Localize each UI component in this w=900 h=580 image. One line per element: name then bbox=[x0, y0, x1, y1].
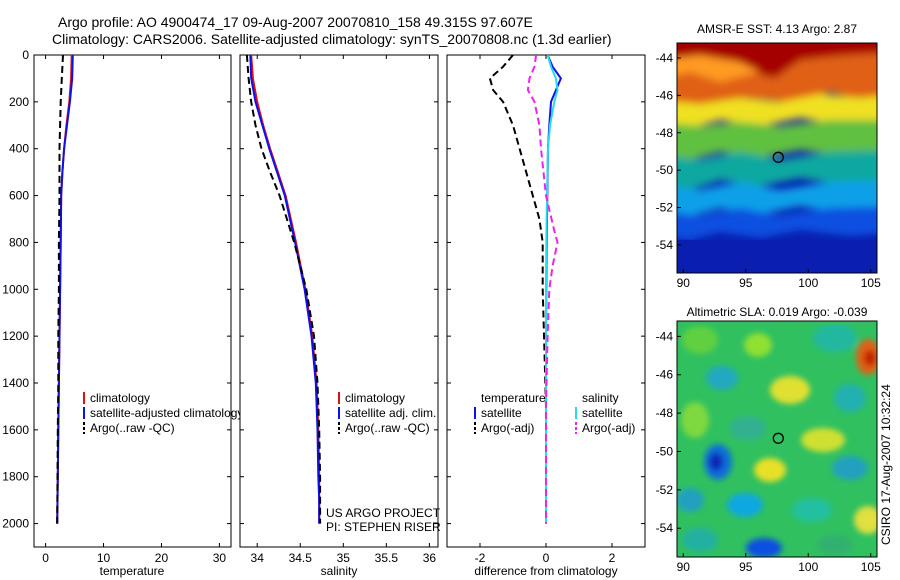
project-credit: US ARGO PROJECT bbox=[326, 506, 441, 520]
x-tick-label: 30 bbox=[213, 551, 227, 565]
legend-label-climatology: climatology bbox=[90, 391, 150, 405]
legend-label-argo: Argo(..raw -QC) bbox=[345, 421, 430, 435]
difference-xlabel: difference from climatology bbox=[474, 564, 617, 578]
sst-map-frame bbox=[676, 42, 878, 274]
y-tick-label: 1000 bbox=[2, 282, 29, 296]
legend-group-salinity: salinity bbox=[582, 391, 619, 405]
legend-label-sal-satellite: satellite bbox=[582, 406, 623, 420]
sla-map-frame bbox=[676, 320, 878, 558]
salinity-axes-frame bbox=[239, 54, 439, 548]
map-y-tick-label: -44 bbox=[656, 51, 674, 65]
temperature-axes-frame bbox=[33, 54, 232, 548]
legend-label-argo: Argo(..raw -QC) bbox=[90, 421, 175, 435]
x-tick-label: 2 bbox=[609, 551, 616, 565]
map-x-tick-label: 95 bbox=[739, 560, 753, 574]
sla-map-title: Altimetric SLA: 0.019 Argo: -0.039 bbox=[687, 305, 868, 319]
legend-label-climatology: climatology bbox=[345, 391, 405, 405]
legend-group-temperature: temperature bbox=[481, 391, 546, 405]
map-x-tick-label: 95 bbox=[739, 276, 753, 290]
salinity-series bbox=[245, 55, 322, 524]
map-x-tick-label: 100 bbox=[798, 560, 818, 574]
series-line-argo-raw-qc bbox=[245, 55, 322, 524]
sst-map-title: AMSR-E SST: 4.13 Argo: 2.87 bbox=[697, 22, 857, 36]
salinity-legend: climatology satellite adj. clim. Argo(..… bbox=[338, 391, 436, 435]
legend-label-sal-argo: Argo(-adj) bbox=[582, 421, 635, 435]
temperature-ticks: 0 10 20 30 0 200 400 600 800 1000 1200 1400 1600 1800… bbox=[2, 48, 231, 565]
figure-title-line1: Argo profile: AO 4900474_17 09-Aug-2007 … bbox=[58, 14, 533, 30]
map-y-tick-label: -46 bbox=[656, 88, 674, 102]
x-tick-label: -2 bbox=[475, 551, 486, 565]
y-tick-label: 0 bbox=[22, 48, 29, 62]
series-line-satellite-adjusted-climatology bbox=[56, 55, 74, 524]
y-tick-label: 1200 bbox=[2, 329, 29, 343]
sla-heatmap bbox=[677, 321, 877, 557]
difference-series bbox=[488, 55, 563, 524]
map-x-tick-label: 90 bbox=[677, 276, 691, 290]
y-tick-label: 1400 bbox=[2, 376, 29, 390]
y-tick-label: 400 bbox=[9, 142, 29, 156]
map-y-tick-label: -48 bbox=[656, 406, 674, 420]
y-tick-label: 600 bbox=[9, 189, 29, 203]
legend-label-satellite: satellite adj. clim. bbox=[345, 406, 436, 420]
map-y-tick-label: -50 bbox=[656, 163, 674, 177]
map-y-tick-label: -54 bbox=[656, 521, 674, 535]
salinity-xlabel: salinity bbox=[321, 564, 358, 578]
map-y-tick-label: -50 bbox=[656, 444, 674, 458]
y-tick-label: 200 bbox=[9, 95, 29, 109]
map-y-tick-label: -52 bbox=[656, 483, 674, 497]
sla-map-ticks: 90 95 100 105 -44 -46 -48 -50 -52 -54 bbox=[656, 329, 881, 574]
x-tick-label: 34 bbox=[251, 551, 265, 565]
series-line-satellite bbox=[545, 55, 559, 524]
sst-map-panel: AMSR-E SST: 4.13 Argo: 2.87 90 95 100 105 -4… bbox=[656, 22, 881, 290]
csiro-timestamp: CSIRO 17-Aug-2007 10:32:24 bbox=[879, 384, 893, 545]
temperature-legend: climatology satellite-adjusted climatolo… bbox=[83, 391, 243, 435]
temperature-panel: 0 10 20 30 0 200 400 600 800 1000 1200 1400 1600 1800… bbox=[2, 48, 243, 578]
legend-label-satellite: satellite-adjusted climatology bbox=[90, 406, 243, 420]
salinity-panel: 34 34.5 35 35.5 36 salinity climatology sate… bbox=[239, 54, 441, 578]
map-y-tick-label: -46 bbox=[656, 368, 674, 382]
series-line-argo-raw-qc bbox=[56, 55, 64, 524]
x-tick-label: 34.5 bbox=[289, 551, 313, 565]
x-tick-label: 0 bbox=[42, 551, 49, 565]
argo-float-marker bbox=[772, 432, 784, 444]
x-tick-label: 20 bbox=[155, 551, 169, 565]
map-x-tick-label: 90 bbox=[677, 560, 691, 574]
legend-label-temp-satellite: satellite bbox=[481, 406, 522, 420]
x-tick-label: 35.5 bbox=[375, 551, 399, 565]
difference-ticks: -2 0 2 bbox=[447, 54, 645, 565]
map-y-tick-label: -52 bbox=[656, 201, 674, 215]
sst-heatmap bbox=[677, 43, 877, 273]
map-x-tick-label: 105 bbox=[861, 276, 881, 290]
y-tick-label: 1600 bbox=[2, 423, 29, 437]
series-line-argo-adj bbox=[488, 55, 547, 524]
temperature-series bbox=[56, 55, 74, 524]
difference-legend: temperature satellite Argo(-adj) salinit… bbox=[474, 391, 635, 435]
map-x-tick-label: 100 bbox=[798, 276, 818, 290]
difference-panel: -2 0 2 difference from climatology tempera… bbox=[446, 54, 646, 578]
map-x-tick-label: 105 bbox=[861, 560, 881, 574]
salinity-ticks: 34 34.5 35 35.5 36 bbox=[240, 54, 438, 565]
x-tick-label: 36 bbox=[423, 551, 437, 565]
temperature-xlabel: temperature bbox=[100, 564, 165, 578]
sla-map-panel: Altimetric SLA: 0.019 Argo: -0.039 bbox=[656, 305, 881, 574]
map-y-tick-label: -54 bbox=[656, 238, 674, 252]
x-tick-label: 10 bbox=[97, 551, 111, 565]
series-line-satellite-adj-clim bbox=[249, 55, 321, 524]
x-tick-label: 35 bbox=[337, 551, 351, 565]
x-tick-label: 0 bbox=[543, 551, 550, 565]
y-tick-label: 1800 bbox=[2, 470, 29, 484]
y-tick-label: 800 bbox=[9, 235, 29, 249]
y-tick-label: 2000 bbox=[2, 517, 29, 531]
map-y-tick-label: -48 bbox=[656, 126, 674, 140]
pi-credit: PI: STEPHEN RISER bbox=[326, 520, 441, 534]
series-line-argo-adj bbox=[526, 55, 559, 524]
figure-title-line2: Climatology: CARS2006. Satellite-adjuste… bbox=[52, 31, 612, 47]
sst-map-ticks: 90 95 100 105 -44 -46 -48 -50 -52 -54 bbox=[656, 51, 881, 290]
argo-float-marker bbox=[772, 151, 784, 163]
map-y-tick-label: -44 bbox=[656, 329, 674, 343]
legend-label-temp-argo: Argo(-adj) bbox=[481, 421, 534, 435]
